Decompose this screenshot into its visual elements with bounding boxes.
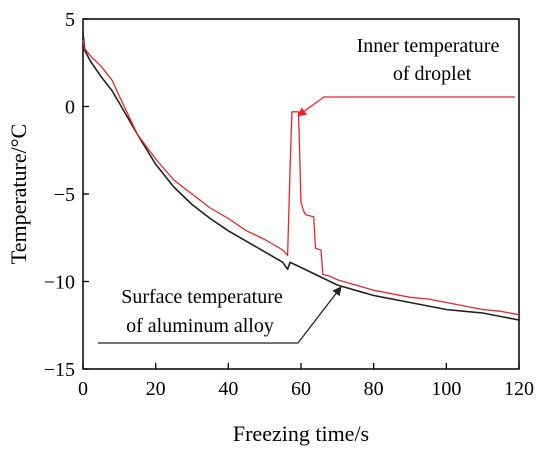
series-line-aluminum	[82, 32, 520, 321]
x-tick-label: 0	[78, 378, 88, 400]
y-axis-ticks: 5 0 −5 −10 −15	[44, 9, 89, 381]
x-axis-title: Freezing time/s	[233, 421, 369, 446]
x-axis-ticks: 0 20 40 60 80 100 120	[78, 363, 534, 400]
series-layer	[82, 32, 520, 321]
y-axis-title: Temperature/°C	[6, 124, 31, 264]
annotations-layer: Inner temperature of droplet Surface tempe…	[98, 35, 515, 344]
x-tick-label: 40	[218, 378, 238, 400]
y-tick-label: 5	[65, 9, 75, 31]
y-tick-label: −10	[44, 272, 75, 294]
annotation-droplet-line2: of droplet	[393, 63, 472, 85]
y-tick-label: 0	[65, 97, 75, 119]
annotation-aluminum-leader	[98, 286, 342, 344]
annotation-aluminum-line1: Surface temperature	[121, 286, 283, 308]
x-tick-label: 60	[291, 378, 311, 400]
x-tick-label: 100	[431, 378, 461, 400]
annotation-droplet-leader	[297, 96, 515, 117]
annotation-droplet-line1: Inner temperature	[357, 35, 500, 57]
annotation-aluminum-line2: of aluminum alloy	[126, 315, 274, 337]
x-tick-label: 20	[146, 378, 166, 400]
x-tick-label: 120	[504, 378, 534, 400]
y-tick-label: −15	[44, 359, 75, 381]
y-tick-label: −5	[54, 184, 75, 206]
x-tick-label: 80	[364, 378, 384, 400]
series-line-droplet	[82, 39, 520, 316]
